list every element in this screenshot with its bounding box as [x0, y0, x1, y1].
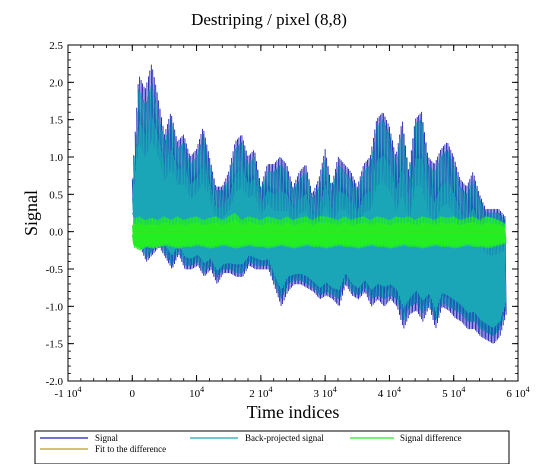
series-line-1 — [131, 83, 507, 337]
x-tick-label: 3 104 — [314, 385, 337, 400]
y-tick-label: 1.5 — [49, 115, 63, 127]
x-tick-label: 0 — [130, 388, 136, 400]
y-tick-label: 2.0 — [49, 77, 63, 89]
x-axis-label: Time indices — [247, 402, 340, 422]
x-tick-label: 2 104 — [249, 385, 272, 400]
y-axis: 2.5 2.0 1.5 1.0 0.5 0.0 -0.5 -1.0 -1.5 -2.0 — [46, 40, 518, 388]
legend-label-2: Signal difference — [400, 433, 462, 443]
legend-box — [34, 430, 510, 464]
x-tick-label: 4 104 — [378, 385, 401, 400]
legend: Signal Back-projected signal Signal differ… — [34, 430, 510, 464]
y-tick-label: 0.5 — [49, 189, 63, 201]
y-tick-label: -1.5 — [46, 339, 64, 351]
x-tick-label: 104 — [189, 385, 204, 400]
y-tick-label: 2.5 — [49, 40, 63, 52]
y-tick-label: -2.0 — [46, 376, 64, 388]
legend-label-0: Signal — [95, 433, 119, 443]
x-tick-label: 6 104 — [506, 385, 529, 400]
chart-title: Destriping / pixel (8,8) — [191, 10, 347, 29]
series-layer — [131, 64, 507, 344]
y-tick-label: -0.5 — [46, 264, 64, 276]
y-tick-label: -1.0 — [46, 301, 64, 313]
plot-frame — [67, 44, 519, 382]
x-axis: -1 104 0 104 2 104 3 104 4 104 5 104 6 104 — [55, 45, 530, 400]
x-tick-label: 5 104 — [442, 385, 465, 400]
y-axis-label: Signal — [21, 190, 41, 236]
legend-label-1: Back-projected signal — [245, 433, 324, 443]
legend-label-3: Fit to the difference — [95, 444, 166, 454]
y-tick-label: 0.0 — [49, 227, 63, 239]
series-line-2 — [131, 212, 507, 251]
y-tick-label: 1.0 — [49, 152, 63, 164]
x-tick-label: -1 104 — [55, 385, 82, 400]
